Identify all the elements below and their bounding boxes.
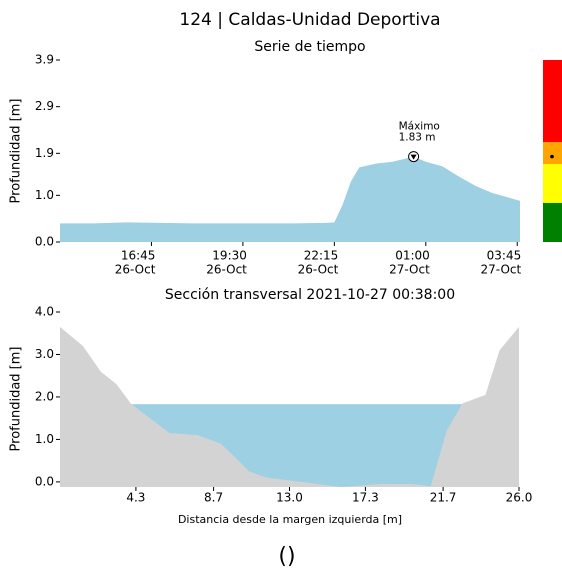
x-tick-label: 13.0 (276, 491, 303, 505)
x-tick-label: 26-Oct (206, 263, 247, 277)
y-tick-label: 1.0 (35, 432, 54, 446)
alert-level (543, 202, 562, 242)
annotation: Máximo (399, 121, 440, 133)
x-tick-label: 01:00 (395, 249, 430, 263)
y-axis-label: Profundidad [m] (9, 99, 24, 204)
x-tick-label: 26-Oct (298, 263, 339, 277)
footer: () (278, 544, 295, 569)
x-tick-label: 26.0 (506, 491, 533, 505)
y-tick-label: 3.9 (35, 53, 54, 67)
alert-level (543, 164, 562, 203)
x-tick-label: 16:45 (121, 249, 156, 263)
x-axis-label: Distancia desde la margen izquierda [m] (178, 513, 402, 526)
x-tick-label: 21.7 (430, 491, 457, 505)
y-tick-label: 3.0 (35, 347, 54, 361)
y-tick-label: 0.0 (35, 235, 54, 249)
y-tick-label: 4.0 (35, 305, 54, 319)
y-tick-label: 2.9 (35, 99, 54, 113)
x-tick-label: 27-Oct (481, 263, 522, 277)
max-marker-arrow (410, 154, 417, 160)
x-tick-label: 03:45 (487, 249, 522, 263)
area (60, 156, 520, 242)
y-axis-label: Profundidad [m] (9, 347, 24, 452)
annotation: 1.83 m (399, 132, 436, 144)
chart-title: 124 | Caldas-Unidad Deportiva (179, 10, 440, 30)
alert-level (543, 142, 562, 165)
y-tick-label: 1.0 (35, 188, 54, 202)
y-tick-label: 2.0 (35, 389, 54, 403)
level-dot (550, 154, 554, 159)
x-tick-label: 19:30 (212, 249, 247, 263)
x-tick-label: 17.3 (352, 491, 379, 505)
y-tick-label: 1.9 (35, 146, 54, 160)
x-tick-label: 26-Oct (115, 263, 156, 277)
y-tick-label: 0.0 (35, 474, 54, 488)
x-tick-label: 4.3 (126, 491, 145, 505)
alert-level (543, 60, 562, 143)
chart-title: Sección transversal 2021-10-27 00:38:00 (165, 287, 455, 303)
x-tick-label: 27-Oct (389, 263, 430, 277)
chart-subtitle: Serie de tiempo (254, 39, 365, 55)
x-tick-label: 22:15 (304, 249, 339, 263)
x-tick-label: 8.7 (204, 491, 223, 505)
area (60, 326, 519, 487)
